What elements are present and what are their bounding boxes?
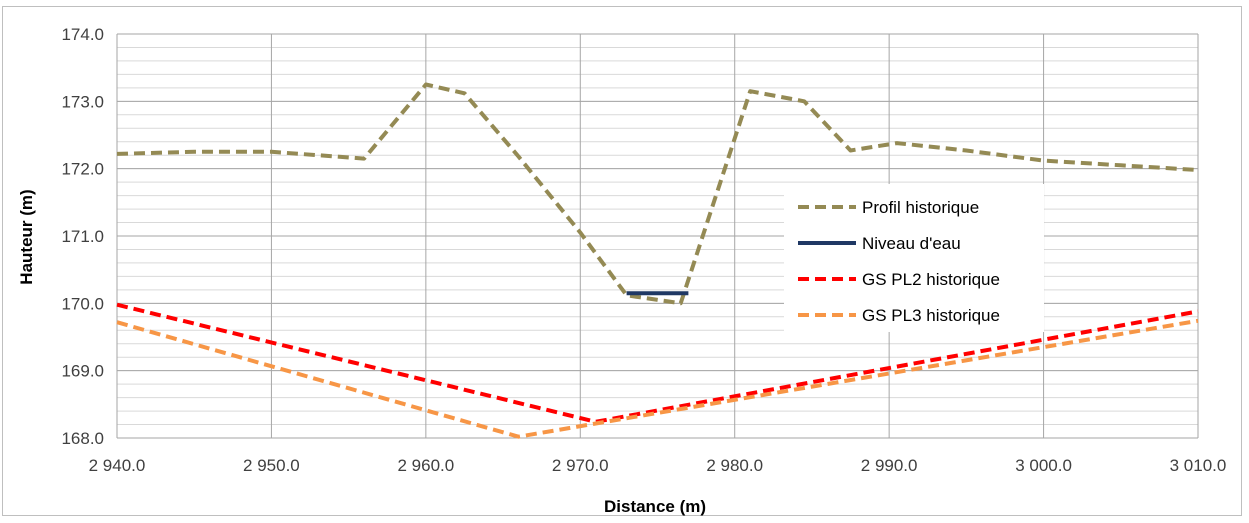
series-line-gs-pl2-historique (116, 302, 1199, 424)
series-line-profil-historique (116, 82, 1199, 306)
legend-label: GS PL3 historique (862, 306, 1000, 325)
x-tick-label: 2 980.0 (706, 456, 763, 475)
legend-label: GS PL2 historique (862, 270, 1000, 289)
x-tick-label: 3 000.0 (1015, 456, 1072, 475)
x-tick-label: 2 950.0 (243, 456, 300, 475)
y-tick-label: 168.0 (61, 429, 104, 448)
legend-background (784, 184, 1044, 332)
x-tick-label: 2 940.0 (89, 456, 146, 475)
y-tick-label: 171.0 (61, 227, 104, 246)
legend: Profil historique Niveau d'eau GS PL2 hist… (784, 184, 1044, 332)
y-axis-title: Hauteur (m) (17, 189, 36, 284)
chart-frame (2, 6, 1242, 516)
y-tick-label: 170.0 (61, 294, 104, 313)
series-line-gs-pl3-historique (116, 318, 1199, 439)
x-tick-label: 2 960.0 (397, 456, 454, 475)
y-tick-label: 174.0 (61, 25, 104, 44)
legend-label: Niveau d'eau (862, 234, 961, 253)
y-axis-ticks: 168.0 169.0 170.0 171.0 172.0 173.0 174.0 (61, 25, 104, 448)
legend-label: Profil historique (862, 198, 979, 217)
x-axis-title: Distance (m) (604, 497, 706, 516)
x-tick-label: 3 010.0 (1170, 456, 1227, 475)
x-tick-label: 2 990.0 (861, 456, 918, 475)
series-layer (116, 82, 1199, 439)
y-tick-label: 173.0 (61, 92, 104, 111)
y-tick-label: 172.0 (61, 160, 104, 179)
x-axis-ticks: 2 940.0 2 950.0 2 960.0 2 970.0 2 980.0 2 990… (89, 456, 1227, 475)
x-tick-label: 2 970.0 (552, 456, 609, 475)
y-tick-label: 169.0 (61, 362, 104, 381)
